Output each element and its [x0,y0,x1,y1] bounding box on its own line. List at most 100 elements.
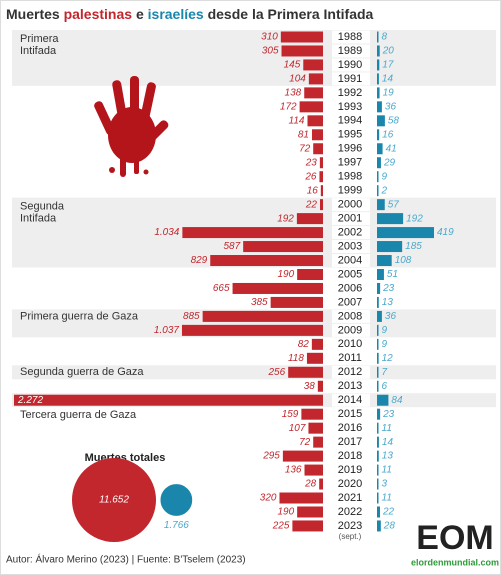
year-cell [332,142,370,156]
bar-israeli [377,380,379,392]
value-label-palestinian: 190 [277,507,294,518]
bar-palestinian [306,352,323,364]
value-label-israeli: 2 [381,185,388,196]
bar-palestinian [297,268,323,280]
year-label: 2014 [338,394,362,406]
bar-israeli [377,338,379,350]
period-label: Primera [20,33,59,45]
total-palestinian [72,458,156,542]
year-cell [332,86,370,100]
bar-israeli [377,296,379,308]
year-label: 1991 [338,73,362,85]
year-label: 2015 [338,408,362,420]
value-label-palestinian: 256 [267,367,285,378]
logo-site: elordenmundial.com [411,557,499,567]
value-label-palestinian: 26 [304,171,317,182]
bar-palestinian [281,45,323,57]
year-label: 1990 [338,59,362,71]
title-part: e [132,6,148,22]
year-label: 2005 [338,268,362,280]
value-label-palestinian: 587 [223,241,240,252]
year-cell [332,268,370,281]
value-label-israeli: 28 [383,521,396,532]
bar-israeli [377,282,381,294]
value-label-palestinian: 159 [282,409,299,420]
bar-palestinian [308,422,323,434]
year-cell [332,184,370,198]
value-label-israeli: 108 [395,255,412,266]
bar-palestinian [313,143,323,155]
bar-israeli [377,45,380,57]
year-cell [332,463,370,477]
bar-israeli [377,268,384,280]
year-cell [332,407,370,421]
value-label-israeli: 12 [382,353,394,364]
year-cell [332,226,370,240]
bar-israeli [377,185,379,197]
value-label-palestinian: 320 [260,493,277,504]
year-label: 2003 [338,240,362,252]
bar-israeli [377,450,379,462]
value-label-palestinian: 385 [251,297,268,308]
period-label: Intifada [20,45,57,57]
year-cell [332,337,370,351]
value-label-israeli: 29 [383,157,396,168]
value-label-israeli: 14 [382,74,394,85]
year-cell [332,421,370,435]
value-label-palestinian: 28 [304,479,317,490]
year-cell [332,114,370,128]
year-cell [332,128,370,142]
year-label: 1993 [338,101,362,113]
bar-palestinian [319,171,323,183]
year-label: 2008 [338,310,362,322]
bar-palestinian [270,296,323,308]
value-label-palestinian: 81 [298,129,309,140]
year-cell [332,100,370,114]
bar-israeli [377,310,382,322]
bar-israeli [377,171,379,183]
year-label: 2023 [338,520,362,532]
bar-palestinian [317,380,323,392]
total-label-israeli: 1.766 [164,520,189,531]
year-label: 1994 [338,115,362,127]
value-label-israeli: 11 [382,493,392,504]
year-label: 1995 [338,129,362,141]
value-label-israeli: 84 [391,395,403,406]
year-label: 2009 [338,324,362,336]
bar-palestinian [307,115,323,127]
bar-palestinian [202,310,323,322]
bar-israeli [377,422,379,434]
year-label: 2012 [338,366,362,378]
year-label: 1999 [338,185,362,197]
bar-israeli [377,255,392,267]
bar-israeli [377,143,383,155]
bar-palestinian [313,436,323,448]
year-cell [332,72,370,86]
value-label-israeli: 20 [382,46,395,57]
year-cell [332,505,370,519]
year-cell [332,44,370,58]
value-label-israeli: 7 [382,367,388,378]
value-label-israeli: 23 [382,409,395,420]
value-label-palestinian: 145 [284,60,301,71]
value-label-israeli: 11 [382,423,392,434]
year-cell [332,323,370,337]
value-label-israeli: 16 [382,129,394,140]
year-cell [332,212,370,226]
bar-palestinian [311,338,323,350]
value-label-palestinian: 114 [289,115,305,126]
value-label-palestinian: 885 [183,311,200,322]
value-label-palestinian: 38 [304,381,316,392]
value-label-israeli: 8 [382,32,388,43]
value-label-palestinian: 829 [191,255,208,266]
bar-palestinian [296,213,323,225]
bar-israeli [377,213,404,225]
chart-title: Muertes palestinas e israelíes desde la … [6,6,374,22]
bar-palestinian [232,282,323,294]
bar-palestinian [182,227,323,239]
year-label: 2000 [338,199,362,211]
value-label-palestinian: 305 [262,46,279,57]
year-label: 2013 [338,380,362,392]
bar-israeli [377,324,379,336]
